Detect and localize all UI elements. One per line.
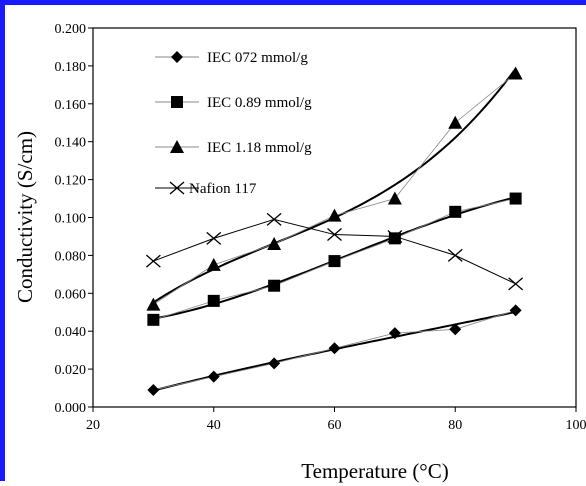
x-tick-label: 100 bbox=[566, 418, 586, 433]
series-3 bbox=[146, 213, 522, 289]
data-point bbox=[147, 384, 159, 396]
legend-item-1: IEC 0.89 mmol/g bbox=[155, 95, 312, 111]
data-point bbox=[389, 232, 401, 244]
data-point bbox=[329, 255, 341, 267]
data-point bbox=[388, 192, 402, 205]
legend-marker bbox=[171, 96, 183, 108]
y-tick-label: 0.180 bbox=[55, 60, 87, 75]
legend-label: IEC 1.18 mmol/g bbox=[207, 140, 312, 156]
y-axis-title: Conductivity (S/cm) bbox=[13, 131, 37, 303]
legend-item-3: Nafion 117 bbox=[155, 181, 257, 197]
data-point bbox=[208, 371, 220, 383]
legend-marker bbox=[171, 51, 183, 63]
x-tick-label: 20 bbox=[86, 418, 100, 433]
legend-item-0: IEC 072 mmol/g bbox=[155, 50, 308, 66]
y-tick-label: 0.080 bbox=[55, 249, 87, 264]
data-point bbox=[147, 314, 159, 326]
data-point bbox=[268, 357, 280, 369]
data-point bbox=[267, 237, 281, 250]
data-point bbox=[207, 258, 221, 271]
data-point bbox=[329, 342, 341, 354]
data-point bbox=[448, 116, 462, 129]
legend-label: Nafion 117 bbox=[189, 181, 257, 197]
x-tick-label: 60 bbox=[328, 418, 342, 433]
conductivity-chart: 0.000 0.020 0.040 0.060 0.080 0.100 0.120 0.140… bbox=[5, 5, 586, 486]
data-point bbox=[448, 249, 462, 261]
data-point bbox=[208, 295, 220, 307]
y-tick-label: 0.160 bbox=[55, 98, 87, 113]
data-point bbox=[207, 232, 221, 244]
data-point bbox=[449, 206, 461, 218]
y-tick-label: 0.100 bbox=[55, 212, 87, 227]
y-tick-label: 0.140 bbox=[55, 136, 87, 151]
data-point bbox=[268, 280, 280, 292]
x-tick-label: 40 bbox=[207, 418, 221, 433]
legend-label: IEC 072 mmol/g bbox=[207, 50, 308, 66]
data-point bbox=[510, 193, 522, 205]
y-tick-label: 0.200 bbox=[55, 22, 87, 37]
x-tick-label: 80 bbox=[448, 418, 462, 433]
axes: 0.000 0.020 0.040 0.060 0.080 0.100 0.120 0.140… bbox=[55, 22, 586, 433]
series-0 bbox=[147, 304, 521, 396]
data-point bbox=[509, 278, 523, 290]
y-tick-label: 0.020 bbox=[55, 363, 87, 378]
data-point bbox=[509, 66, 523, 79]
legend: IEC 072 mmol/g IEC 0.89 mmol/g IEC 1.18 mm… bbox=[155, 50, 312, 197]
y-tick-label: 0.000 bbox=[55, 401, 87, 416]
x-axis-title: Temperature (°C) bbox=[301, 459, 448, 483]
data-point bbox=[510, 304, 522, 316]
series-layer bbox=[146, 66, 522, 395]
legend-label: IEC 0.89 mmol/g bbox=[207, 95, 312, 111]
y-tick-label: 0.060 bbox=[55, 287, 87, 302]
legend-item-2: IEC 1.18 mmol/g bbox=[155, 140, 312, 156]
y-tick-label: 0.040 bbox=[55, 325, 87, 340]
data-point bbox=[146, 255, 160, 267]
data-point bbox=[267, 213, 281, 225]
y-tick-label: 0.120 bbox=[55, 174, 87, 189]
series-line bbox=[153, 219, 515, 283]
